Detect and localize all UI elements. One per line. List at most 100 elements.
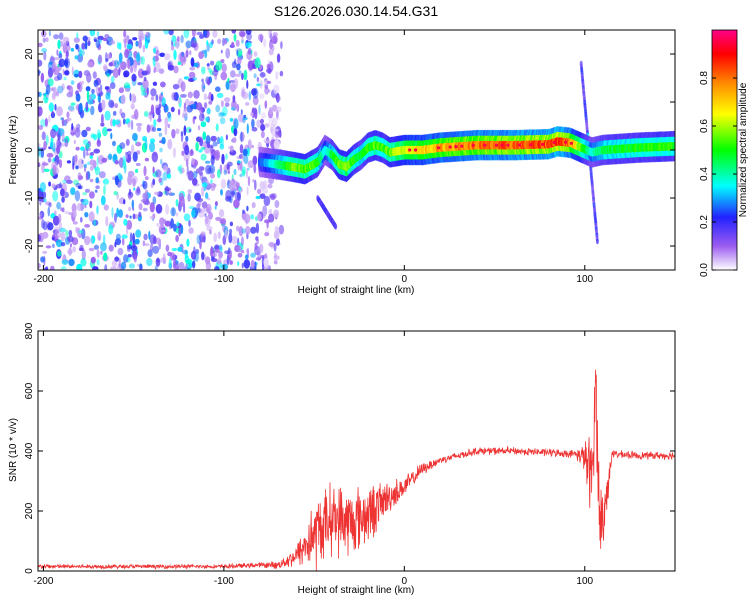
noise-speckle	[260, 123, 266, 132]
noise-speckle	[164, 220, 171, 227]
noise-speckle	[135, 162, 141, 167]
noise-speckle	[41, 219, 45, 229]
noise-speckle	[81, 129, 88, 138]
noise-speckle	[52, 61, 57, 69]
noise-speckle	[61, 259, 68, 266]
noise-speckle	[60, 117, 63, 121]
noise-speckle	[251, 107, 258, 115]
noise-speckle	[105, 216, 109, 227]
noise-speckle	[242, 148, 248, 157]
noise-speckle	[183, 213, 191, 222]
noise-speckle	[97, 95, 100, 102]
noise-speckle	[224, 250, 231, 255]
noise-speckle	[114, 256, 120, 262]
noise-speckle	[99, 171, 106, 179]
noise-speckle	[130, 65, 134, 74]
noise-speckle	[51, 236, 55, 241]
noise-speckle	[125, 138, 130, 146]
y-tick-label: 800	[24, 322, 35, 339]
noise-speckle	[266, 179, 272, 184]
colorbar: 0.0 0.2 0.4 0.6 0.8 Normalized spectral ampl…	[699, 29, 749, 277]
noise-speckle	[212, 141, 218, 147]
noise-speckle	[160, 81, 166, 88]
noise-speckle	[40, 256, 45, 263]
noise-speckle	[158, 68, 165, 74]
x-tick-label: -100	[214, 576, 234, 587]
noise-speckle	[203, 93, 208, 101]
noise-speckle	[272, 104, 278, 112]
noise-speckle	[89, 159, 95, 166]
colorbar-frame	[711, 29, 738, 271]
noise-speckle	[201, 81, 206, 93]
noise-speckle	[204, 102, 208, 109]
noise-speckle	[230, 83, 236, 93]
ridge-peak	[483, 143, 487, 147]
noise-speckle	[268, 106, 273, 115]
noise-speckle	[51, 110, 54, 117]
noise-speckle	[183, 76, 190, 80]
noise-speckle	[204, 116, 210, 122]
noise-speckle	[67, 235, 74, 243]
noise-speckle	[204, 256, 211, 265]
noise-speckle	[168, 30, 174, 36]
noise-speckle	[198, 170, 203, 176]
noise-speckle	[96, 129, 102, 140]
noise-speckle	[68, 229, 73, 237]
noise-speckle	[39, 199, 42, 206]
noise-speckle	[127, 59, 131, 70]
noise-speckle	[210, 145, 214, 154]
noise-speckle	[80, 258, 87, 267]
noise-speckle	[73, 179, 79, 186]
snr-axes: -200 -100 0 100 0 200 400 600 800	[24, 322, 675, 587]
noise-speckle	[235, 39, 240, 47]
noise-speckle	[175, 199, 179, 207]
noise-speckle	[64, 59, 69, 65]
noise-speckle	[164, 117, 169, 127]
noise-speckle	[66, 111, 70, 119]
ridge-peak	[460, 144, 464, 148]
noise-speckle	[106, 40, 109, 45]
noise-speckle	[274, 200, 280, 208]
noise-speckle	[80, 216, 83, 223]
noise-speckle	[163, 165, 168, 172]
noise-speckle	[214, 149, 221, 161]
noise-speckle	[180, 94, 187, 98]
noise-speckle	[95, 185, 100, 189]
noise-speckle	[117, 247, 124, 256]
noise-speckle	[233, 168, 237, 176]
noise-speckle	[268, 241, 275, 247]
noise-speckle	[153, 235, 157, 245]
noise-speckle	[118, 209, 123, 218]
noise-speckle	[96, 249, 100, 258]
noise-speckle	[273, 242, 277, 252]
noise-speckle	[136, 186, 141, 194]
noise-speckle	[177, 108, 181, 116]
noise-speckle	[142, 207, 148, 212]
noise-speckle	[127, 150, 132, 157]
noise-speckle	[144, 176, 149, 181]
noise-speckle	[246, 248, 249, 254]
noise-speckle	[133, 187, 136, 191]
noise-speckle	[244, 254, 249, 260]
noise-speckle	[107, 53, 111, 60]
noise-speckle	[240, 109, 243, 115]
noise-speckle	[41, 131, 46, 141]
noise-speckle	[42, 191, 47, 199]
noise-speckle	[202, 131, 207, 141]
noise-speckle	[137, 82, 143, 86]
x-tick-label: 100	[576, 576, 593, 587]
noise-speckle	[50, 265, 55, 270]
noise-speckle	[276, 95, 281, 102]
noise-speckle	[131, 144, 135, 154]
noise-speckle	[149, 216, 155, 220]
colorbar-tick-label: 0.4	[699, 167, 710, 181]
noise-speckle	[125, 151, 128, 160]
noise-speckle	[89, 200, 93, 209]
noise-speckle	[84, 224, 91, 228]
noise-speckle	[111, 259, 118, 267]
noise-speckle	[238, 30, 246, 38]
noise-speckle	[215, 104, 221, 113]
noise-speckle	[240, 131, 243, 143]
noise-speckle	[160, 158, 163, 165]
noise-speckle	[242, 209, 245, 214]
